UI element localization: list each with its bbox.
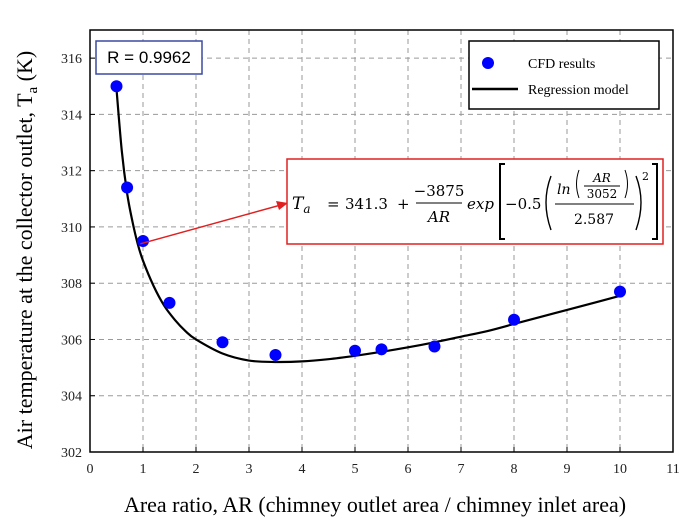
x-tick-label: 5 bbox=[352, 462, 359, 477]
eq-ar-denominator: 3052 bbox=[587, 187, 618, 201]
axis-ticks bbox=[89, 57, 674, 453]
eq-outer-denominator: 2.587 bbox=[574, 212, 614, 228]
y-axis-title-sub: a bbox=[25, 86, 41, 93]
eq-left-paren bbox=[545, 175, 552, 231]
cfd-point bbox=[269, 348, 282, 361]
y-axis-title: Air temperature at the collector outlet,… bbox=[12, 51, 41, 449]
x-tick-label: 9 bbox=[564, 462, 571, 477]
eq-power: 2 bbox=[642, 170, 649, 183]
x-tick-label: 8 bbox=[511, 462, 518, 477]
x-tick-label: 2 bbox=[193, 462, 200, 477]
x-tick-label: 10 bbox=[613, 462, 627, 477]
eq-inner-right-paren bbox=[624, 169, 628, 199]
legend-label-cfd: CFD results bbox=[528, 57, 595, 72]
eq-left-bracket bbox=[499, 163, 505, 240]
cfd-points bbox=[110, 80, 626, 361]
cfd-point bbox=[349, 344, 361, 357]
y-tick-label: 308 bbox=[61, 277, 82, 292]
x-tick-label: 1 bbox=[140, 462, 147, 477]
legend-marker-cfd bbox=[482, 57, 494, 69]
equation-arrow bbox=[140, 202, 289, 245]
y-tick-label: 304 bbox=[61, 390, 82, 405]
legend-label-regression: Regression model bbox=[528, 83, 629, 98]
tick-labels: 0 1 2 3 4 5 6 7 8 9 10 11 302 304 306 308 310 312 314 316 bbox=[61, 52, 680, 477]
cfd-point bbox=[508, 313, 520, 326]
equation-frame bbox=[286, 158, 664, 245]
r-value-text: R = 0.9962 bbox=[107, 48, 191, 67]
y-tick-label: 314 bbox=[61, 108, 82, 123]
x-tick-label: 11 bbox=[666, 462, 679, 477]
eq-plus: + bbox=[397, 195, 410, 213]
x-tick-label: 3 bbox=[246, 462, 253, 477]
legend-frame bbox=[468, 40, 660, 110]
r-value-box: R = 0.9962 bbox=[95, 40, 203, 75]
y-axis-title-unit: (K) bbox=[12, 51, 37, 87]
cfd-point bbox=[110, 80, 123, 93]
y-tick-label: 312 bbox=[61, 165, 82, 180]
eq-equals: = bbox=[327, 195, 340, 213]
eq-coefficient: −0.5 bbox=[505, 195, 541, 213]
eq-denominator: AR bbox=[426, 208, 450, 226]
eq-ln: ln bbox=[557, 182, 571, 198]
equation-arrowhead bbox=[276, 201, 288, 210]
eq-ar-numerator: AR bbox=[592, 171, 611, 185]
eq-exp: exp bbox=[467, 195, 494, 213]
cfd-point bbox=[216, 336, 229, 349]
y-tick-label: 302 bbox=[61, 446, 82, 461]
cfd-point bbox=[428, 340, 441, 353]
cfd-point bbox=[614, 285, 626, 298]
eq-right-paren bbox=[635, 175, 642, 231]
eq-numerator: −3875 bbox=[414, 182, 465, 200]
x-axis-title: Area ratio, AR (chimney outlet area / ch… bbox=[124, 492, 626, 517]
plot-frame bbox=[89, 29, 674, 453]
eq-constant: 341.3 bbox=[345, 195, 388, 213]
eq-right-bracket bbox=[652, 163, 658, 240]
eq-inner-left-paren bbox=[576, 169, 580, 199]
regression-line bbox=[115, 88, 621, 364]
y-tick-label: 306 bbox=[61, 333, 82, 348]
y-axis-title-main: Air temperature at the collector outlet,… bbox=[12, 93, 37, 449]
x-tick-label: 4 bbox=[299, 462, 306, 477]
x-tick-label: 0 bbox=[87, 462, 94, 477]
cfd-point bbox=[375, 343, 388, 356]
eq-lhs: Ta bbox=[292, 194, 311, 216]
r-value-frame bbox=[95, 40, 203, 75]
x-tick-label: 6 bbox=[405, 462, 412, 477]
equation-box: Ta = 341.3 + −3875 AR exp −0.5 ln AR 305… bbox=[286, 158, 664, 245]
cfd-point bbox=[163, 296, 176, 309]
cfd-point bbox=[121, 181, 134, 194]
x-tick-label: 7 bbox=[458, 462, 465, 477]
cfd-point bbox=[137, 235, 149, 247]
y-tick-label: 310 bbox=[61, 221, 82, 236]
legend: CFD results Regression model bbox=[468, 40, 660, 110]
y-tick-label: 316 bbox=[61, 52, 82, 67]
